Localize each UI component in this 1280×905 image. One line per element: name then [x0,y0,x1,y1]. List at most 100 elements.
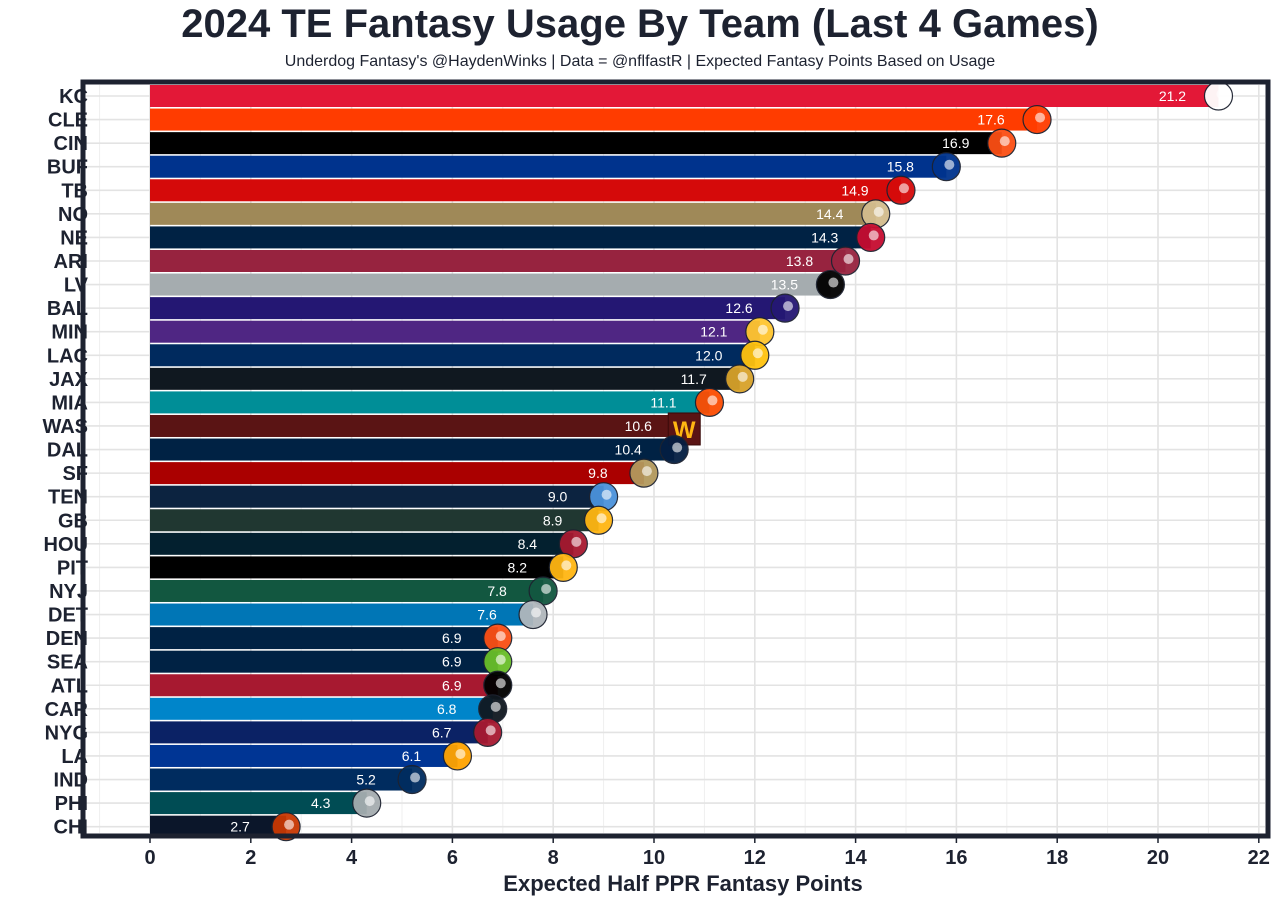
dal-logo-icon [659,434,689,465]
value-label-cin: 16.9 [942,135,969,151]
bar-sea [150,650,498,673]
value-label-ten: 9.0 [548,489,568,505]
ne-logo-icon [856,222,886,253]
phi-logo-icon [352,788,382,818]
den-logo-icon [483,623,513,653]
x-tick-label: 2 [245,847,256,869]
bar-atl [150,674,498,697]
value-label-min: 12.1 [700,324,727,340]
y-label-phi: PHI [55,793,88,815]
y-label-atl: ATL [51,675,88,697]
value-labels-group: 21.2 17.6 16.9 15.8 14.9 14.4 14.3 13.8 13.5 12.6… [230,88,1186,835]
y-label-dal: DAL [47,440,88,462]
pit-logo-icon [548,552,578,583]
bar-ne [150,226,871,249]
bar-mia [150,391,710,414]
value-label-ind: 5.2 [356,772,376,788]
value-label-no: 14.4 [816,206,843,222]
value-label-phi: 4.3 [311,795,331,811]
y-label-kc: KC [59,86,88,108]
y-label-mia: MIA [51,392,88,414]
no-logo-icon [861,199,891,229]
y-label-cle: CLE [48,110,88,132]
y-label-pit: PIT [57,557,88,579]
value-label-ari: 13.8 [786,253,813,269]
bar-ten [150,485,604,508]
x-tick-label: 8 [548,847,559,869]
lac-logo-icon [740,340,770,370]
bar-lv [150,273,831,296]
gb-logo-icon [583,505,614,535]
bar-phi [150,792,367,815]
bar-ind [150,768,413,791]
lv-logo-icon [815,269,846,300]
y-label-hou: HOU [44,534,88,556]
car-logo-icon [478,694,508,724]
value-label-car: 6.8 [437,701,457,717]
y-label-bal: BAL [47,298,88,320]
y-label-det: DET [48,605,88,627]
jax-logo-icon [725,364,755,394]
value-label-den: 6.9 [442,630,462,646]
det-logo-icon [518,599,548,630]
ari-logo-icon [830,246,861,276]
value-label-sea: 6.9 [442,654,462,670]
bar-pit [150,556,564,579]
value-label-la: 6.1 [402,748,422,764]
y-label-ari: ARI [54,251,88,273]
buf-logo-icon [931,152,961,182]
bar-hou [150,532,574,555]
bar-was [150,414,685,437]
value-label-lac: 12.0 [695,347,722,363]
value-label-det: 7.6 [477,607,497,623]
value-label-mia: 11.1 [650,394,676,410]
kc-logo-icon [1203,81,1234,111]
bar-kc [150,85,1219,107]
cin-logo-icon [987,128,1017,158]
x-axis-ticks: 0 2 4 6 8 10 12 14 16 18 20 22 [144,838,1270,869]
bar-no [150,202,876,225]
bar-jax [150,367,740,390]
y-label-car: CAR [45,699,89,721]
bar-bal [150,297,786,320]
y-label-den: DEN [46,628,88,650]
value-label-cle: 17.6 [977,112,1004,128]
bar-car [150,697,493,720]
value-label-ne: 14.3 [811,229,838,245]
x-axis-label: Expected Half PPR Fantasy Points [503,871,862,896]
tb-logo-icon [886,175,916,205]
value-label-tb: 14.9 [841,182,868,198]
x-tick-label: 14 [844,847,867,869]
bar-la [150,744,458,767]
value-label-gb: 8.9 [543,512,563,528]
x-tick-label: 4 [346,847,358,869]
bar-dal [150,438,675,461]
y-label-min: MIN [51,322,88,344]
value-label-was: 10.6 [625,418,652,434]
chart-subtitle: Underdog Fantasy's @HaydenWinks | Data =… [284,53,996,70]
y-label-no: NO [58,204,88,226]
hou-logo-icon [558,529,588,559]
value-label-atl: 6.9 [442,677,462,693]
chart-title: 2024 TE Fantasy Usage By Team (Last 4 Ga… [181,2,1099,46]
plot-frame [80,79,1271,839]
sf-logo-icon [629,458,659,488]
y-label-cin: CIN [54,133,88,155]
y-label-ten: TEN [48,487,88,509]
value-label-jax: 11.7 [681,371,707,387]
y-label-ne: NE [60,227,88,249]
value-label-dal: 10.4 [615,442,642,458]
bar-nyj [150,579,544,602]
y-label-sf: SF [62,463,88,485]
bar-cin [150,132,1002,155]
bar-ari [150,249,846,272]
bar-cle [150,108,1038,131]
x-tick-label: 10 [643,847,665,869]
bar-buf [150,155,947,178]
x-tick-label: 16 [945,847,967,869]
bar-tb [150,179,901,202]
value-label-bal: 12.6 [725,300,752,316]
value-label-hou: 8.4 [518,536,538,552]
x-tick-label: 20 [1147,847,1169,869]
